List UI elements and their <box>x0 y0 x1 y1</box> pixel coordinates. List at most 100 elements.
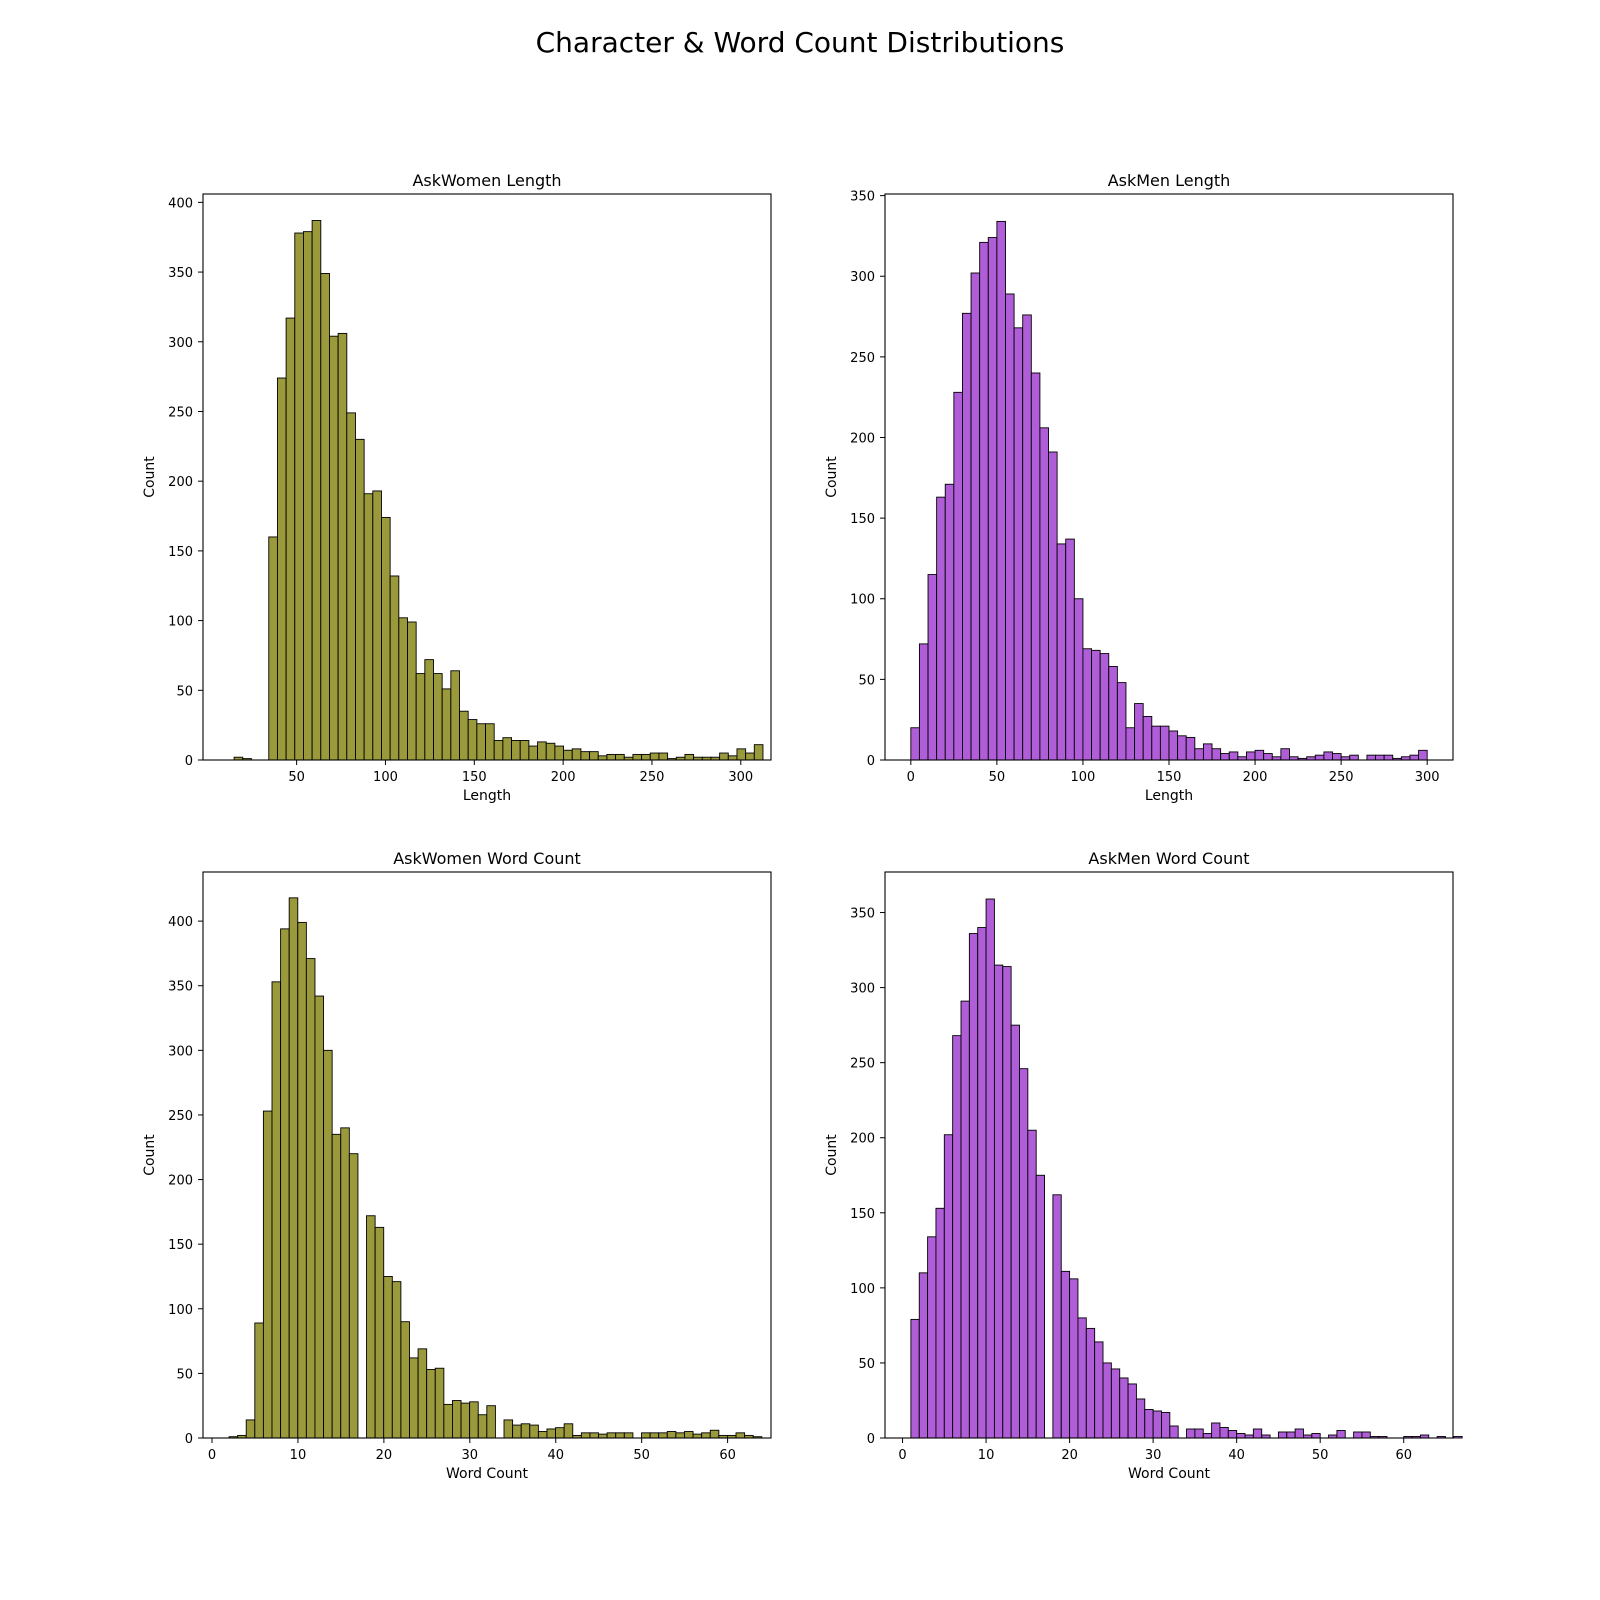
x-tick-label: 50 <box>633 1448 650 1463</box>
histogram-bar <box>1030 372 1041 761</box>
histogram-bar <box>1099 653 1110 761</box>
histogram-bar <box>1119 1377 1129 1439</box>
histogram-bar <box>658 752 669 761</box>
y-tick-label: 250 <box>850 351 875 366</box>
histogram-bar <box>426 1369 436 1439</box>
histogram-bar <box>363 493 374 761</box>
histogram-bar <box>383 1276 393 1439</box>
histogram-bar <box>528 745 539 761</box>
x-tick-label: 50 <box>989 770 1006 785</box>
histogram-bar <box>1311 1433 1321 1439</box>
histogram-bar <box>303 231 313 761</box>
histogram-bar <box>960 1000 970 1439</box>
histogram-bar <box>1375 754 1385 761</box>
histogram-bar <box>1177 735 1187 761</box>
histogram-bar <box>1236 1433 1246 1439</box>
histogram-bar <box>268 536 278 761</box>
histogram-bar <box>1323 751 1333 761</box>
histogram-bar <box>1110 1368 1121 1439</box>
histogram-bar <box>692 1433 703 1439</box>
histogram-bar <box>1202 1433 1213 1439</box>
histogram-bar <box>262 1110 273 1439</box>
histogram-bar <box>666 1431 677 1439</box>
histogram-bar <box>1116 682 1127 761</box>
histogram-bar <box>1211 1422 1221 1439</box>
histogram-bar <box>280 928 290 1439</box>
y-tick-label: 350 <box>168 980 193 995</box>
y-tick-label: 50 <box>858 673 875 688</box>
histogram-bar <box>1294 1428 1304 1439</box>
histogram-bar <box>485 723 495 761</box>
y-tick-label: 100 <box>168 1303 193 1318</box>
histogram-bar <box>615 1432 625 1439</box>
y-tick-label: 300 <box>168 1044 193 1059</box>
histogram-bar <box>1102 1362 1112 1439</box>
histogram-bar <box>1286 1431 1296 1439</box>
y-tick-label: 400 <box>168 915 193 930</box>
x-tick-label: 10 <box>290 1448 307 1463</box>
histogram-bar <box>452 1400 462 1439</box>
chart-panel-0: 50 100 150 200 250 300 0 50 100 150 200 250 300 350 40… <box>142 171 772 804</box>
histogram-bar <box>632 753 643 761</box>
histogram-bar <box>1228 751 1239 761</box>
histogram-bar <box>936 496 946 761</box>
histogram-bar <box>529 1424 539 1439</box>
histogram-bar <box>400 1321 410 1439</box>
x-tick-label: 10 <box>978 1448 995 1463</box>
histogram-bar <box>623 1432 634 1439</box>
histogram-bar <box>1186 1428 1196 1439</box>
histogram-bar <box>1161 1412 1171 1439</box>
y-tick-label: 100 <box>850 593 875 608</box>
histogram-bar <box>979 241 989 761</box>
histogram-bar <box>1185 736 1196 761</box>
histogram-bar <box>1077 1317 1087 1439</box>
x-axis-label: Word Count <box>446 1466 529 1482</box>
histogram-bar <box>1091 649 1101 761</box>
y-tick-label: 200 <box>168 1174 193 1189</box>
histogram-bar <box>910 1318 920 1439</box>
histogram-bar <box>1152 1410 1162 1439</box>
histogram-bar <box>346 412 356 761</box>
histogram-bar <box>337 332 348 761</box>
histogram-bar <box>606 1432 617 1439</box>
histogram-bar <box>675 1432 685 1439</box>
x-tick-label: 250 <box>640 770 665 785</box>
histogram-bar <box>918 1272 929 1439</box>
histogram-bar <box>1349 754 1359 761</box>
y-tick-label: 200 <box>850 1132 875 1147</box>
x-tick-label: 300 <box>1415 770 1440 785</box>
histogram-bar <box>477 1414 488 1439</box>
histogram-bar <box>381 516 391 761</box>
chart-panel-2: 0 10 20 30 40 50 60 0 50 100 150 200 250 300 350 400 Ask… <box>142 849 772 1482</box>
histogram-bar <box>323 1049 333 1439</box>
histogram-bar <box>1353 1431 1363 1439</box>
histogram-bar <box>329 335 339 761</box>
histogram-bar <box>927 574 938 761</box>
y-tick-label: 50 <box>858 1357 875 1372</box>
histogram-bar <box>649 1432 660 1439</box>
histogram-bar <box>537 1431 548 1439</box>
histogram-bar <box>1125 727 1136 761</box>
figure-title: Character & Word Count Distributions <box>535 26 1065 59</box>
y-axis-label: Count <box>142 1134 158 1176</box>
y-tick-label: 300 <box>850 270 875 285</box>
x-tick-label: 0 <box>208 1448 216 1463</box>
histogram-bar <box>753 744 764 761</box>
x-tick-label: 40 <box>1228 1448 1245 1463</box>
histogram-bar <box>297 921 307 1439</box>
histogram-bar <box>1010 1024 1020 1439</box>
histogram-bar <box>1169 1425 1179 1439</box>
histogram-bar <box>658 1432 668 1439</box>
x-tick-label: 200 <box>551 770 576 785</box>
y-tick-label: 350 <box>168 266 193 281</box>
histogram-bar <box>968 933 979 1439</box>
histogram-bar <box>589 1432 599 1439</box>
histogram-bar <box>1194 748 1204 761</box>
histogram-bar <box>1366 754 1376 761</box>
histogram-bar <box>502 737 512 761</box>
histogram-bar <box>1027 1129 1037 1439</box>
histogram-bar <box>684 1431 694 1439</box>
histogram-bar <box>503 1419 514 1439</box>
y-tick-label: 250 <box>850 1057 875 1072</box>
